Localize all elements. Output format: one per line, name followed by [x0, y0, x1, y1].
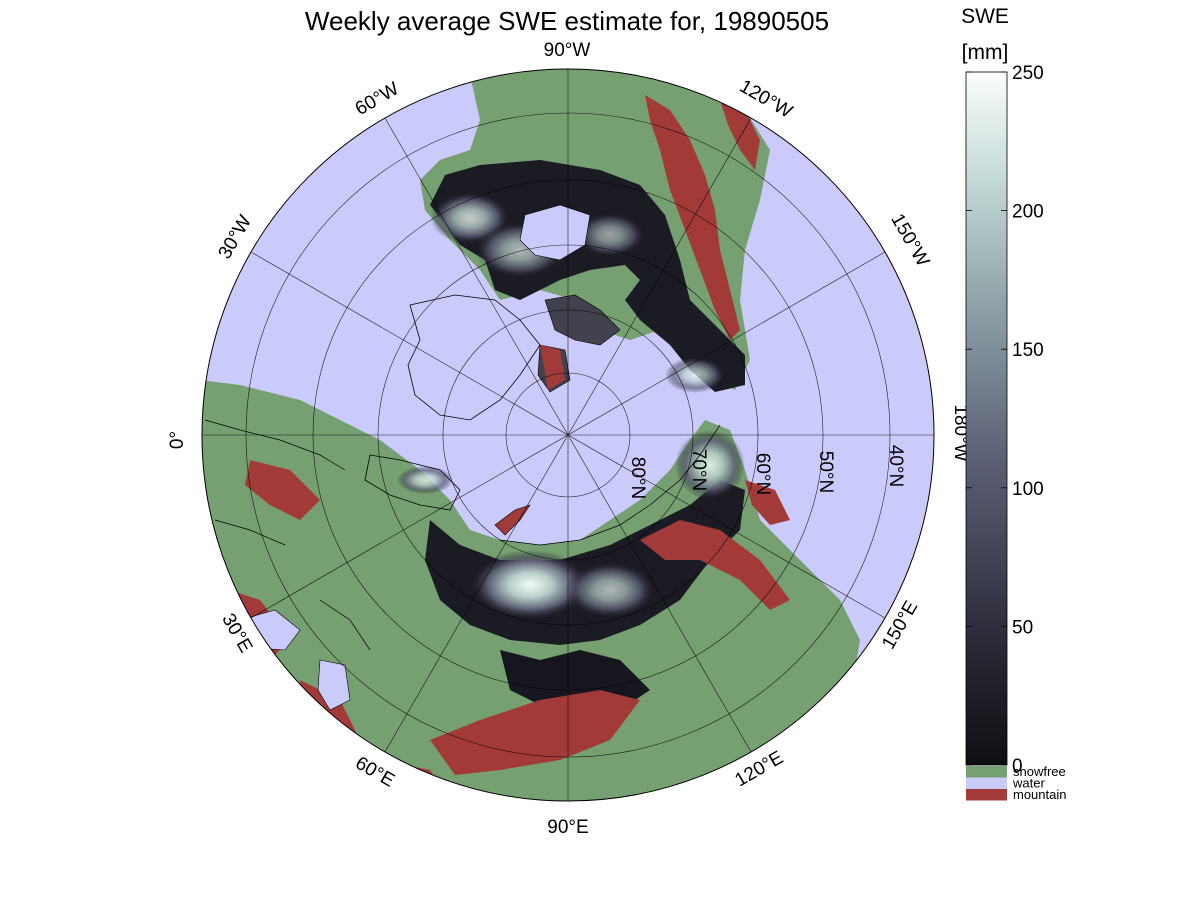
lon-label-150w: 150°W	[886, 210, 933, 270]
colorbar-tick-label: 0	[1012, 756, 1023, 777]
novaya-zemlya	[494, 504, 531, 536]
european-mountains	[230, 460, 360, 745]
arctic-coast-siberia	[499, 424, 721, 546]
scandinavia-snow-peak	[397, 466, 453, 494]
greenland-mountains	[540, 345, 565, 390]
siberia-snow-peak-west	[470, 550, 590, 620]
colorbar-tick-label: 50	[1012, 617, 1033, 638]
category-label-water: water	[1012, 776, 1045, 791]
colorbar-tick-label: 100	[1012, 479, 1044, 500]
scandinavia-outline	[364, 454, 461, 511]
category-swatch-water	[966, 777, 1007, 789]
colorbar-tick-label: 250	[1012, 63, 1044, 84]
lon-label-0: 0°	[167, 431, 188, 449]
meridian-150w-30e	[250, 251, 886, 619]
greenland-outline	[407, 294, 541, 421]
alaska-snow-peak	[665, 357, 725, 393]
lat-label-70n: 70°N	[688, 449, 709, 491]
lon-label-90w: 90°W	[544, 40, 591, 61]
colorbar-tick-label: 150	[1012, 340, 1044, 361]
colorbar: SWE [mm] 250 200 150 100 50 0 snowfreewatermo…	[961, 5, 1066, 802]
lon-label-60e: 60°E	[352, 753, 398, 792]
colorbar-gradient	[965, 71, 1008, 766]
kamchatka-mountains	[745, 480, 790, 525]
category-label-mountain: mountain	[1013, 787, 1066, 802]
category-label-snowfree: snowfree	[1013, 764, 1066, 779]
canada-snow-peak-east	[575, 213, 645, 257]
colorbar-tick-label: 200	[1012, 202, 1044, 223]
coast-mountains	[720, 100, 760, 170]
latitude-labels: 80°N 70°N 60°N 50°N 40°N	[627, 445, 906, 499]
colorbar-ticks: 250 200 150 100 50 0	[966, 63, 1044, 777]
tibet-mountains	[430, 690, 640, 775]
map-boundary	[201, 68, 935, 802]
category-swatch-mountain	[966, 789, 1007, 801]
siberia-mountains	[640, 520, 790, 610]
europe-coast-outline	[204, 419, 371, 651]
rocky-mountains	[645, 95, 740, 340]
map-title: Weekly average SWE estimate for, 1989050…	[305, 6, 829, 36]
lat-label-60n: 60°N	[752, 453, 773, 495]
category-swatch-snowfree	[966, 766, 1007, 778]
lat-label-50n: 50°N	[815, 451, 836, 493]
lat-label-80n: 80°N	[627, 457, 648, 499]
lat-label-40n: 40°N	[885, 445, 906, 487]
graticule	[202, 69, 934, 801]
siberia-snow-peak-center	[565, 562, 655, 618]
colorbar-unit: [mm]	[962, 41, 1009, 64]
hudson-bay	[519, 204, 591, 261]
lon-label-90e: 90°E	[547, 817, 588, 838]
colorbar-variable: SWE	[961, 5, 1009, 28]
